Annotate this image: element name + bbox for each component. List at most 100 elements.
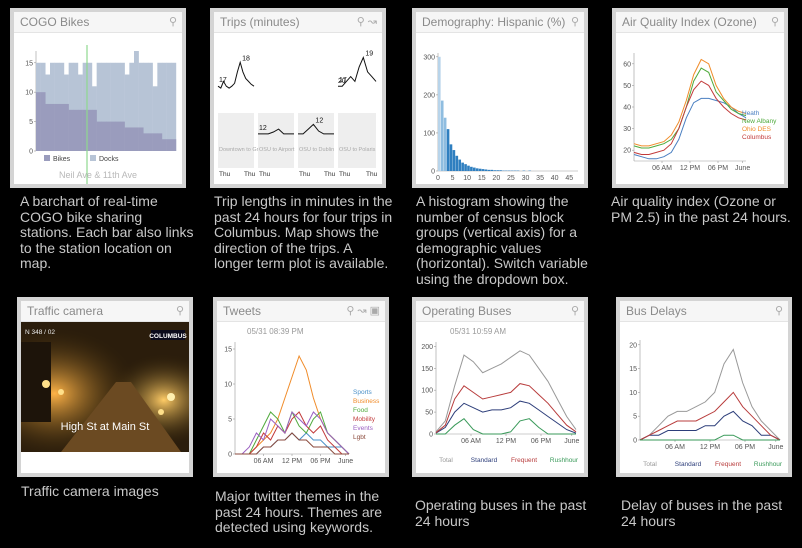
station-label: Neil Ave & 11th Ave [59,170,137,180]
bar [101,121,107,151]
histogram-bar [446,129,450,171]
bar [115,62,121,151]
x-tick-label: Thu [244,171,256,178]
bar [54,103,60,151]
delays-chart[interactable]: 0 5 10 15 20 06 AM 12 PM 06 PM June Total Standard… [620,322,788,473]
pin-icon[interactable]: ⚲ [570,16,579,28]
y-tick-label: 0 [429,432,433,439]
tweets-chart[interactable]: 05/31 08:39 PM 0 5 10 15 06 AM 12 PM 06 PM June S… [217,322,385,473]
y-tick-label: 5 [228,417,232,424]
histogram-bar [438,56,441,171]
tweets-timestamp: 05/31 08:39 PM [247,327,304,336]
legend-label: Rushhour [754,461,783,468]
series-line [639,410,781,441]
trip-name: OSU to Airport [259,147,295,153]
y-tick-label: 200 [421,344,433,351]
series-line [435,400,577,434]
bar [148,62,153,151]
aqi-title: Air Quality Index (Ozone) [622,15,757,29]
y-tick-label: 100 [421,388,433,395]
chart-icon[interactable]: ↝ [367,16,377,28]
y-tick-label: 50 [623,83,631,90]
bar [73,62,79,151]
bar [82,109,88,151]
bar [87,109,93,151]
pin-icon[interactable]: ⚲ [168,16,177,28]
histogram-bar [461,162,464,171]
trip-line [338,56,377,87]
delays-description: Delay of buses in the past 24 hours [621,497,783,529]
buses-chart[interactable]: 05/31 10:59 AM 0 50 100 150 200 06 AM 12 PM 06 P… [416,322,584,473]
bar [106,62,111,151]
traffic-description: Traffic camera images [21,483,159,499]
traffic-title: Traffic camera [27,304,104,318]
y-tick-label: 10 [224,382,232,389]
x-tick-label: 12 PM [496,438,516,445]
delays-title: Bus Delays [626,304,687,318]
trips-title: Trips (minutes) [220,15,300,29]
y-tick-label: 10 [25,90,33,97]
histogram-bar [473,167,476,171]
bar [96,62,102,151]
legend-label: Frequent [715,461,741,468]
x-tick-label: 40 [551,175,559,182]
x-tick-label: 10 [463,175,471,182]
histogram-bar [464,164,467,171]
bar [120,121,125,151]
legend-label: Heath [742,110,760,117]
histogram-bar [499,170,502,171]
x-tick-label: 12 PM [680,165,700,172]
y-tick-label: 0 [228,452,232,459]
histogram-bar [470,166,473,171]
legend-label: Lgbt [353,434,366,441]
pin-icon[interactable]: ⚲ [356,16,365,28]
bar [68,109,74,151]
pin-icon[interactable]: ⚲ [346,305,355,317]
legend-label: Columbus [742,134,772,141]
chart-icon[interactable]: ↝ [357,305,367,317]
y-tick-label: 0 [633,438,637,445]
y-tick-label: 15 [629,366,637,373]
legend-label: Events [353,425,374,432]
bar [64,103,69,151]
image-icon[interactable]: ▣ [369,305,380,317]
demography-chart[interactable]: 0 100 200 300 0 5 10 15 20 25 30 35 40 45 [416,33,584,184]
trip-peak-label: 19 [365,51,373,58]
series-line [235,411,350,455]
pin-icon[interactable]: ⚲ [175,305,184,317]
bar [129,62,135,151]
histogram-bar [449,144,453,171]
series-line [633,80,747,155]
legend-label: Food [353,407,368,414]
bar [143,133,149,151]
bar [124,74,130,151]
buses-panel: Operating Buses ⚲ 05/31 10:59 AM 0 50 100 15… [412,297,588,477]
histogram-bar [490,169,494,171]
bar [162,62,167,151]
y-tick-label: 60 [623,61,631,68]
cogo-chart[interactable]: 0 5 10 15 Bikes Docks Neil Ave & 11th Ave [14,33,182,184]
pin-icon[interactable]: ⚲ [770,16,779,28]
legend-label: Docks [99,156,119,163]
bar [143,62,149,151]
y-tick-label: 5 [633,414,637,421]
bar [166,62,172,151]
x-tick-label: Thu [324,171,336,178]
legend-label: Frequent [511,457,537,464]
tweets-description: Major twitter themes in the past 24 hour… [215,488,383,535]
x-tick-label: June [338,458,353,465]
traffic-camera-image[interactable]: COLUMBUS N 348 / 02 High St at Main St [21,322,189,473]
x-tick-label: 5 [451,175,455,182]
pin-icon[interactable]: ⚲ [570,305,579,317]
pin-icon[interactable]: ⚲ [774,305,783,317]
x-tick-label: June [768,444,783,451]
trip-bg [338,113,376,168]
demography-title: Demography: Hispanic (%) [422,15,566,29]
histogram-bar [467,165,470,171]
y-tick-label: 0 [431,169,435,176]
x-tick-label: 20 [492,175,500,182]
x-tick-label: 06 PM [531,438,551,445]
legend-label: Total [439,457,453,464]
